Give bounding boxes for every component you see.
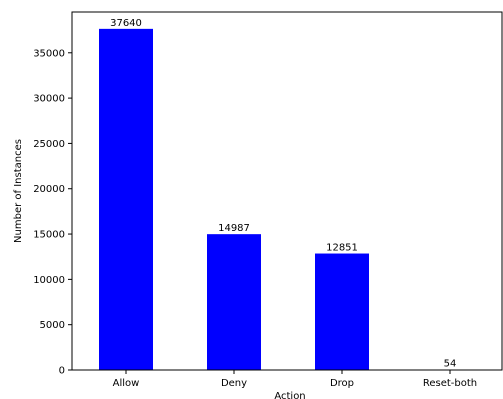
x-axis-label: Action [274, 391, 305, 399]
y-axis-ticks: 0 5000 10000 15000 20000 25000 30000 35000 [33, 48, 72, 377]
y-tick-label: 30000 [33, 94, 65, 105]
bars [99, 28, 477, 370]
x-tick-label-deny: Deny [221, 378, 247, 389]
plot-frame [71, 11, 503, 371]
data-label-reset-both: 54 [444, 359, 457, 370]
y-tick-label: 5000 [40, 320, 65, 331]
x-tick-label-allow: Allow [113, 378, 140, 389]
bar-allow [99, 28, 153, 370]
y-tick-label: 10000 [33, 275, 65, 286]
data-labels: 37640 14987 12851 54 [110, 18, 456, 370]
x-tick-label-reset-both: Reset-both [423, 378, 477, 389]
bar-drop [315, 253, 369, 370]
x-axis-ticks: Allow Deny Drop Reset-both [113, 370, 477, 389]
y-tick-label: 15000 [33, 230, 65, 241]
y-tick-label: 25000 [33, 139, 65, 150]
data-label-deny: 14987 [218, 223, 250, 234]
y-tick-label: 35000 [33, 48, 65, 59]
y-tick-label: 0 [59, 366, 65, 377]
bar-deny [207, 234, 261, 370]
data-label-allow: 37640 [110, 18, 142, 29]
y-axis-label: Number of Instances [13, 139, 24, 243]
y-tick-label: 20000 [33, 184, 65, 195]
x-tick-label-drop: Drop [330, 378, 354, 389]
data-label-drop: 12851 [326, 243, 358, 254]
